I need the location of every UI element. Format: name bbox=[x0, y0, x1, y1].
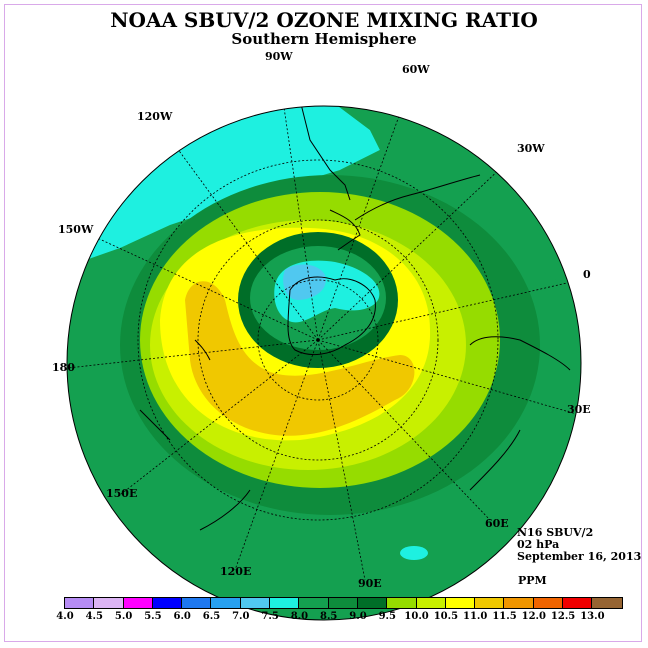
colorbar-tick-label: 10.0 bbox=[404, 611, 429, 622]
colorbar-tick-label: 5.0 bbox=[114, 611, 133, 622]
colorbar-tick-label: 4.0 bbox=[56, 611, 74, 622]
colorbar-tick-label: 9.5 bbox=[378, 611, 396, 622]
info-block: N16 SBUV/2 02 hPa September 16, 2013 bbox=[517, 527, 641, 563]
colorbar-swatch bbox=[357, 598, 388, 608]
field-small-cyan-patch bbox=[400, 546, 428, 560]
colorbar-swatch bbox=[563, 598, 593, 608]
lon-label: 0 bbox=[583, 268, 591, 281]
figure-frame bbox=[4, 4, 642, 642]
colorbar-swatch bbox=[328, 598, 358, 608]
south-america-outline bbox=[329, 174, 481, 251]
ozone-field bbox=[67, 106, 581, 620]
lon-label: 60W bbox=[402, 63, 430, 76]
colorbar-tick-label: 8.5 bbox=[319, 611, 338, 622]
colorbar-tick-label: 10.5 bbox=[433, 611, 459, 622]
colorbar-tick-label: 12.0 bbox=[521, 611, 546, 622]
units-label: PPM bbox=[518, 574, 547, 587]
colorbar-ticks: 4.0 4.5 5.0 5.5 6.0 6.5 7.0 7.5 8.0 8.5 9.0 9.5 10.0… bbox=[0, 611, 648, 625]
colorbar-tick-label: 6.5 bbox=[202, 611, 221, 622]
lon-label: 150E bbox=[106, 487, 137, 500]
colorbar-tick-label: 4.5 bbox=[85, 611, 103, 622]
colorbar-swatch bbox=[152, 598, 183, 608]
pressure-level: 02 hPa bbox=[517, 538, 560, 551]
lon-label: 90E bbox=[358, 577, 382, 590]
colorbar-tick-label: 12.5 bbox=[550, 611, 576, 622]
coastline-outlines bbox=[139, 336, 571, 531]
colorbar-swatch bbox=[592, 598, 622, 608]
colorbar-swatch bbox=[504, 598, 534, 608]
colorbar-swatch bbox=[299, 598, 329, 608]
colorbar-swatch bbox=[416, 598, 446, 608]
lon-label: 120E bbox=[220, 565, 251, 578]
colorbar-tick-label: 9.0 bbox=[349, 611, 367, 622]
colorbar-swatch bbox=[475, 598, 505, 608]
colorbar bbox=[64, 597, 623, 609]
colorbar-swatch bbox=[94, 598, 124, 608]
lon-label: 180 bbox=[52, 361, 75, 374]
andes-coast-outline bbox=[299, 106, 351, 201]
colorbar-tick-label: 11.5 bbox=[492, 611, 517, 622]
lon-label: 60E bbox=[485, 517, 509, 530]
colorbar-swatch bbox=[387, 598, 417, 608]
map-title: NOAA SBUV/2 OZONE MIXING RATIO bbox=[110, 8, 538, 32]
map-subtitle: Southern Hemisphere bbox=[231, 30, 417, 48]
colorbar-swatch bbox=[445, 598, 476, 608]
date-label: September 16, 2013 bbox=[517, 550, 642, 563]
colorbar-swatch bbox=[182, 598, 212, 608]
lon-label: 30W bbox=[517, 142, 545, 155]
longitude-labels: 90W 60W 30W 0 30E 60E 90E 120E 150E 180 … bbox=[52, 50, 591, 590]
colorbar-tick-label: 6.0 bbox=[173, 611, 191, 622]
colorbar-swatch bbox=[65, 598, 95, 608]
colorbar-tick-label: 7.0 bbox=[232, 611, 250, 622]
colorbar-swatch bbox=[240, 598, 271, 608]
field-8.0-8.5-ne bbox=[330, 106, 581, 300]
lon-label: 90W bbox=[265, 50, 293, 63]
colorbar-swatch bbox=[533, 598, 564, 608]
colorbar-tick-label: 5.5 bbox=[144, 611, 162, 622]
lon-label: 150W bbox=[58, 223, 94, 236]
lon-label: 120W bbox=[137, 110, 173, 123]
colorbar-tick-label: 7.5 bbox=[261, 611, 279, 622]
colorbar-swatch bbox=[211, 598, 241, 608]
field-vortex-7.0 bbox=[283, 264, 326, 300]
graticule bbox=[67, 106, 581, 581]
lon-label: 30E bbox=[567, 403, 591, 416]
map-boundary bbox=[66, 105, 582, 621]
colorbar-tick-label: 13.0 bbox=[580, 611, 605, 622]
colorbar-swatch bbox=[123, 598, 153, 608]
colorbar-swatch bbox=[270, 598, 300, 608]
colorbar-tick-label: 11.0 bbox=[463, 611, 488, 622]
field-10.5-11.0 bbox=[185, 281, 415, 436]
satellite-label: N16 SBUV/2 bbox=[517, 526, 594, 539]
colorbar-tick-label: 8.0 bbox=[290, 611, 309, 622]
